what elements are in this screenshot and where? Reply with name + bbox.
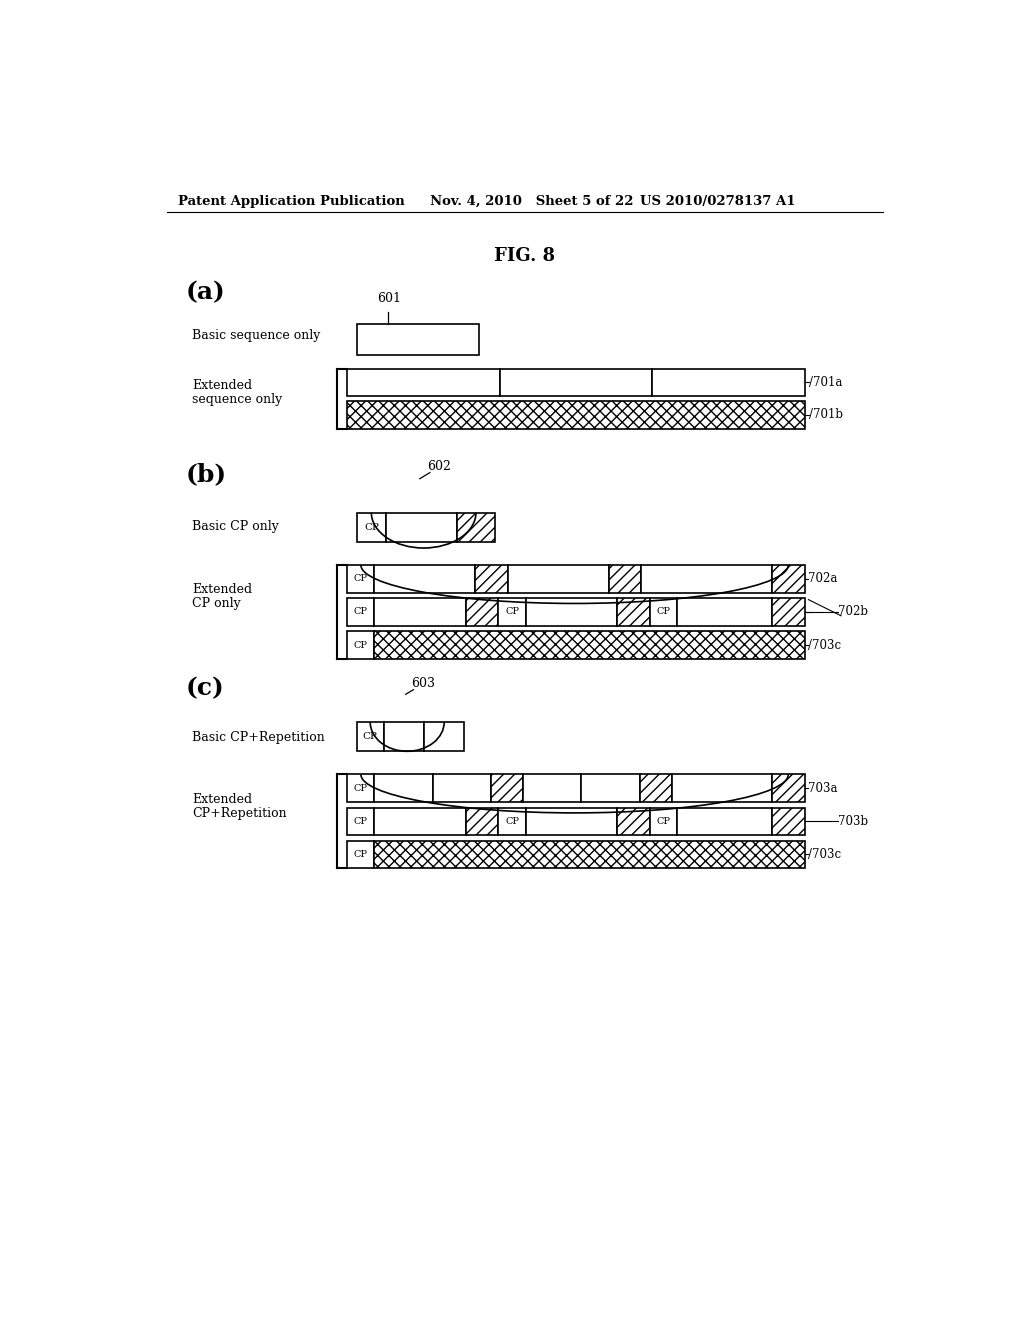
Bar [347, 368, 500, 396]
Text: Extended: Extended [193, 583, 253, 597]
Text: 602: 602 [428, 459, 452, 473]
Text: CP+Repetition: CP+Repetition [193, 807, 287, 820]
Text: 702b: 702b [838, 606, 868, 619]
Bar [347, 401, 805, 429]
Text: CP: CP [656, 817, 670, 826]
Bar [347, 775, 375, 803]
Bar [386, 512, 458, 541]
Bar [649, 598, 677, 626]
Text: /703c: /703c [809, 847, 842, 861]
Bar [499, 808, 525, 836]
Bar [652, 368, 805, 396]
Bar [641, 565, 772, 593]
Bar [772, 808, 805, 836]
Bar [347, 598, 375, 626]
Bar [672, 775, 772, 803]
Bar [375, 631, 805, 659]
Bar [466, 598, 499, 626]
Bar [375, 775, 432, 803]
Bar [649, 808, 677, 836]
Text: /701a: /701a [809, 376, 843, 389]
Bar [432, 775, 490, 803]
Bar [490, 775, 523, 803]
Bar [356, 722, 384, 751]
Text: CP: CP [362, 733, 378, 741]
Bar [356, 323, 479, 355]
Text: CP: CP [354, 574, 368, 583]
Text: Basic CP only: Basic CP only [193, 520, 280, 533]
Bar [458, 512, 495, 541]
Bar [772, 775, 805, 803]
Text: CP only: CP only [193, 597, 241, 610]
Text: CP: CP [354, 640, 368, 649]
Bar [347, 808, 375, 836]
Text: (a): (a) [186, 280, 226, 304]
Text: Extended: Extended [193, 379, 253, 392]
Bar [525, 808, 617, 836]
Bar [640, 775, 672, 803]
Bar [499, 598, 525, 626]
Bar [347, 565, 375, 593]
Text: 702a: 702a [809, 573, 838, 585]
Text: CP: CP [354, 850, 368, 859]
Bar [424, 722, 464, 751]
Text: CP: CP [656, 607, 670, 616]
Bar [375, 841, 805, 869]
Bar [617, 598, 649, 626]
Text: CP: CP [354, 817, 368, 826]
Text: CP: CP [505, 817, 519, 826]
Bar [347, 841, 375, 869]
Bar [525, 598, 617, 626]
Text: Basic sequence only: Basic sequence only [193, 329, 321, 342]
Text: CP: CP [364, 523, 379, 532]
Text: Nov. 4, 2010   Sheet 5 of 22: Nov. 4, 2010 Sheet 5 of 22 [430, 194, 634, 207]
Text: (c): (c) [186, 676, 225, 700]
Text: Basic CP+Repetition: Basic CP+Repetition [193, 731, 325, 744]
Text: /703c: /703c [809, 639, 842, 652]
Text: 703a: 703a [809, 781, 838, 795]
Text: CP: CP [354, 784, 368, 793]
Bar [772, 598, 805, 626]
Bar [384, 722, 424, 751]
Bar [500, 368, 652, 396]
Text: FIG. 8: FIG. 8 [495, 247, 555, 265]
Text: US 2010/0278137 A1: US 2010/0278137 A1 [640, 194, 795, 207]
Bar [347, 631, 375, 659]
Text: 703b: 703b [838, 814, 868, 828]
Text: 601: 601 [378, 292, 401, 305]
Text: Patent Application Publication: Patent Application Publication [178, 194, 406, 207]
Bar [582, 775, 640, 803]
Bar [466, 808, 499, 836]
Text: 603: 603 [411, 677, 435, 689]
Bar [523, 775, 582, 803]
Text: CP: CP [354, 607, 368, 616]
Bar [677, 598, 772, 626]
Bar [508, 565, 608, 593]
Bar [617, 808, 649, 836]
Bar [356, 512, 386, 541]
Bar [475, 565, 508, 593]
Text: (b): (b) [186, 462, 227, 487]
Bar [608, 565, 641, 593]
Bar [772, 565, 805, 593]
Text: Extended: Extended [193, 793, 253, 807]
Text: CP: CP [505, 607, 519, 616]
Bar [375, 565, 475, 593]
Bar [677, 808, 772, 836]
Bar [375, 808, 466, 836]
Text: /701b: /701b [809, 408, 843, 421]
Bar [375, 598, 466, 626]
Text: sequence only: sequence only [193, 393, 283, 407]
